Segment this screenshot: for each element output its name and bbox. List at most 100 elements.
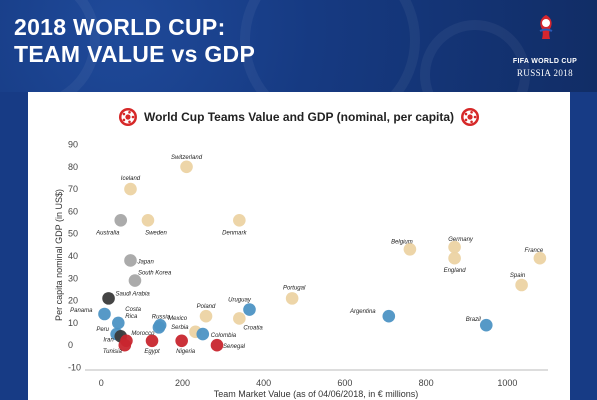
point-label: Peru — [96, 327, 109, 333]
y-tick-label: 90 — [68, 139, 78, 149]
x-tick-label: 0 — [99, 378, 104, 388]
data-point — [145, 334, 159, 348]
data-point — [210, 338, 224, 352]
data-point — [533, 251, 547, 265]
data-point — [233, 312, 246, 325]
point-label: South Korea — [138, 271, 172, 277]
data-point — [448, 251, 461, 265]
data-point — [243, 303, 256, 316]
point-label: Denmark — [222, 230, 247, 236]
page-title-line2: TEAM VALUE vs GDP — [14, 41, 256, 67]
chart-title: World Cup Teams Value and GDP (nominal, … — [144, 110, 454, 124]
page-title-line1: 2018 WORLD CUP: — [14, 14, 226, 40]
y-tick-label: -10 — [68, 363, 81, 373]
data-point — [153, 318, 167, 332]
data-point — [382, 309, 396, 323]
point-label: Switzerland — [171, 155, 203, 161]
point-label: Iran — [103, 337, 114, 343]
point-label: Poland — [197, 304, 216, 310]
y-tick-label: 70 — [68, 184, 78, 194]
data-point — [98, 307, 111, 321]
y-tick-label: 40 — [68, 251, 78, 261]
x-tick-label: 800 — [419, 378, 434, 388]
point-label: Belgium — [391, 239, 413, 245]
point-label: Russia — [152, 314, 171, 320]
y-tick-label: 60 — [68, 206, 78, 216]
point-label: Colombia — [211, 333, 237, 339]
point-label: Costa Rica — [125, 307, 141, 320]
point-label: Panama — [70, 308, 93, 314]
data-point — [180, 160, 193, 174]
banner-decoration — [420, 20, 530, 92]
y-tick-label: 0 — [68, 340, 73, 350]
data-point — [285, 292, 299, 305]
right-side-decoration — [570, 92, 597, 400]
banner-decoration — [240, 0, 420, 92]
point-label: Tunisia — [103, 349, 123, 355]
y-tick-label: 80 — [68, 162, 78, 172]
point-label: Senegal — [223, 344, 246, 350]
data-point — [112, 316, 125, 330]
point-label: Mexico — [168, 316, 188, 322]
trophy-emblem-icon — [539, 15, 553, 39]
point-label: Sweden — [145, 230, 167, 236]
logo-line2: RUSSIA 2018 — [516, 68, 574, 78]
point-labels: Switzerland Iceland Australia Sweden Denmark… — [70, 155, 544, 355]
data-point — [196, 327, 210, 341]
point-label: Japan — [136, 259, 154, 265]
x-axis-label: Team Market Value (as of 04/06/2018, in … — [214, 389, 418, 399]
point-label: Brazil — [466, 317, 482, 323]
data-point — [175, 334, 188, 348]
point-label: Saudi Arabia — [116, 291, 151, 297]
y-tick-label: 20 — [68, 296, 78, 306]
x-tick-label: 200 — [175, 378, 190, 388]
data-point — [114, 214, 128, 227]
point-label: Nigeria — [176, 349, 196, 355]
data-points — [98, 160, 547, 352]
point-label: Spain — [510, 273, 526, 279]
y-tick-label: 50 — [68, 229, 78, 239]
y-tick-label: 10 — [68, 318, 78, 328]
point-label: Iceland — [121, 176, 141, 182]
y-tick-labels: -10 0 10 20 30 40 50 60 70 80 90 — [68, 139, 81, 372]
data-point — [118, 338, 132, 352]
data-point — [479, 318, 493, 332]
y-axis-label: Per capita nominal GDP (in US$) — [54, 189, 64, 321]
x-tick-labels: 0 200 400 600 800 1000 — [99, 378, 518, 388]
point-label: Australia — [95, 230, 120, 236]
point-label: England — [444, 268, 467, 274]
data-point — [124, 182, 137, 196]
point-label: Croatia — [243, 325, 263, 331]
point-label: Argentina — [349, 309, 376, 315]
data-point — [403, 243, 417, 256]
point-label: Morocco — [131, 331, 155, 337]
data-point — [448, 240, 461, 254]
data-point — [102, 292, 115, 305]
point-label: France — [525, 248, 544, 254]
soccer-ball-icon — [461, 108, 480, 126]
page-title: 2018 WORLD CUP: TEAM VALUE vs GDP — [14, 14, 255, 68]
point-label: Portugal — [283, 285, 306, 291]
chart-card — [28, 92, 570, 400]
data-point — [199, 309, 213, 323]
fifa-world-cup-logo: FIFA WORLD CUP RUSSIA 2018 — [500, 14, 590, 78]
x-tick-label: 1000 — [497, 378, 517, 388]
header-banner: 2018 WORLD CUP: TEAM VALUE vs GDP FIFA W… — [0, 0, 597, 92]
logo-line1: FIFA WORLD CUP — [512, 58, 578, 65]
point-label: Serbia — [171, 325, 189, 331]
left-side-decoration — [0, 92, 28, 400]
data-point — [141, 214, 155, 227]
data-point — [233, 214, 246, 227]
soccer-ball-icon — [118, 108, 137, 126]
data-point — [124, 254, 137, 267]
data-point — [515, 278, 528, 292]
point-label: Germany — [448, 237, 474, 243]
point-label: Egypt — [144, 349, 160, 355]
banner-decoration — [0, 0, 100, 92]
point-label: Uruguay — [228, 298, 252, 304]
x-tick-label: 600 — [337, 378, 352, 388]
y-tick-label: 30 — [68, 273, 78, 283]
chart-title-row: World Cup Teams Value and GDP (nominal, … — [118, 108, 480, 126]
x-tick-label: 400 — [256, 378, 271, 388]
